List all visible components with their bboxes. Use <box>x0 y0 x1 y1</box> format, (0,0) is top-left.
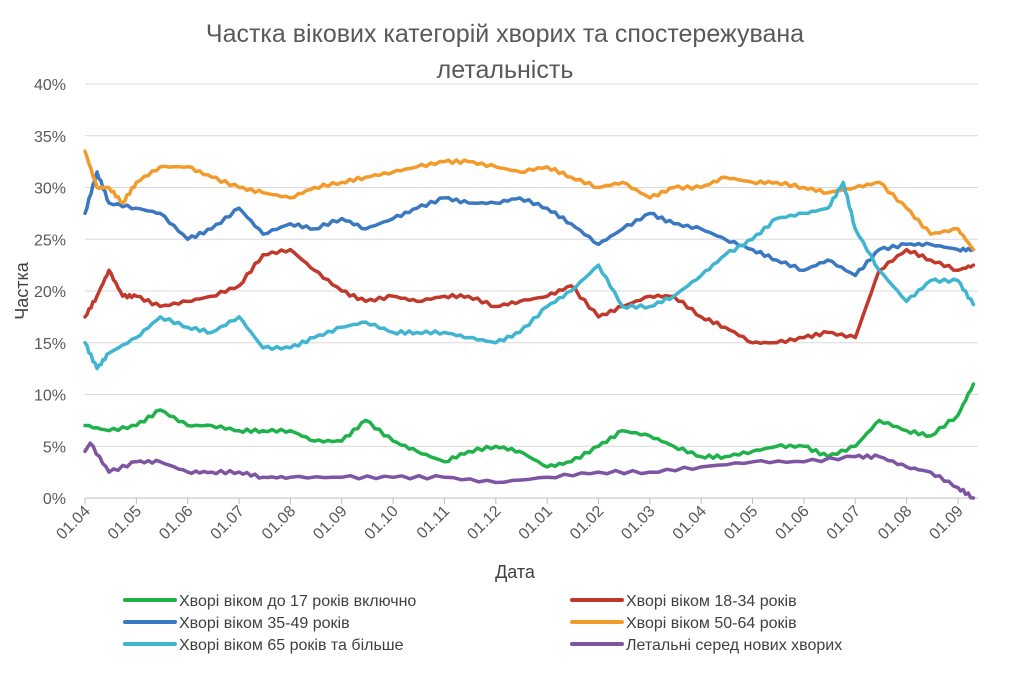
legend-label: Хворі віком 35-49 років <box>179 615 350 632</box>
y-tick-label: 35% <box>34 129 66 146</box>
x-tick-label: 01.05 <box>105 503 145 543</box>
x-tick-label: 01.08 <box>259 503 299 543</box>
legend-label: Хворі віком 65 років та більше <box>179 637 404 654</box>
x-tick-label: 01.01 <box>516 503 556 543</box>
x-tick-label: 01.07 <box>824 503 864 543</box>
x-tick-label: 01.07 <box>208 503 248 543</box>
series-line <box>83 247 976 346</box>
series-line <box>83 441 976 500</box>
y-tick-label: 20% <box>34 284 66 301</box>
y-tick-label: 5% <box>43 439 66 456</box>
x-tick-label: 01.08 <box>875 503 915 543</box>
series-line <box>83 170 976 278</box>
x-tick-label: 01.02 <box>567 503 607 543</box>
x-tick-label: 01.05 <box>721 503 761 543</box>
series-line <box>83 382 976 469</box>
legend-label: Хворі віком 18-34 років <box>626 593 797 610</box>
x-tick-label: 01.09 <box>926 503 966 543</box>
legend-label: Летальні серед нових хворих <box>626 637 842 654</box>
x-tick-label: 01.04 <box>53 503 93 543</box>
y-tick-label: 25% <box>34 232 66 249</box>
x-tick-label: 01.03 <box>618 503 658 543</box>
y-tick-label: 0% <box>43 491 66 508</box>
legend: Хворі віком до 17 років включно Хворі вік… <box>123 593 842 654</box>
x-axis-label: Дата <box>495 562 536 582</box>
y-tick-label: 30% <box>34 181 66 198</box>
x-tick-label: 01.10 <box>362 503 402 543</box>
x-tick-label: 01.11 <box>414 503 454 543</box>
y-tick-label: 10% <box>34 388 66 405</box>
chart-title-line-2: летальність <box>437 56 574 84</box>
legend-label: Хворі віком до 17 років включно <box>179 593 416 610</box>
x-tick-label: 01.06 <box>772 503 812 543</box>
x-tick-label: 01.06 <box>156 503 196 543</box>
y-tick-label: 40% <box>34 77 66 94</box>
series-line <box>83 149 976 252</box>
x-tick-label: 01.09 <box>310 503 350 543</box>
series-line <box>83 180 976 371</box>
x-tick-label: 01.04 <box>670 503 710 543</box>
x-tick-label: 01.12 <box>464 503 504 543</box>
chart-title-line-1: Частка вікових категорій хворих та спост… <box>206 20 804 48</box>
y-axis-label: Частка <box>12 261 32 320</box>
y-tick-label: 15% <box>34 336 66 353</box>
legend-label: Хворі віком 50-64 років <box>626 615 797 632</box>
